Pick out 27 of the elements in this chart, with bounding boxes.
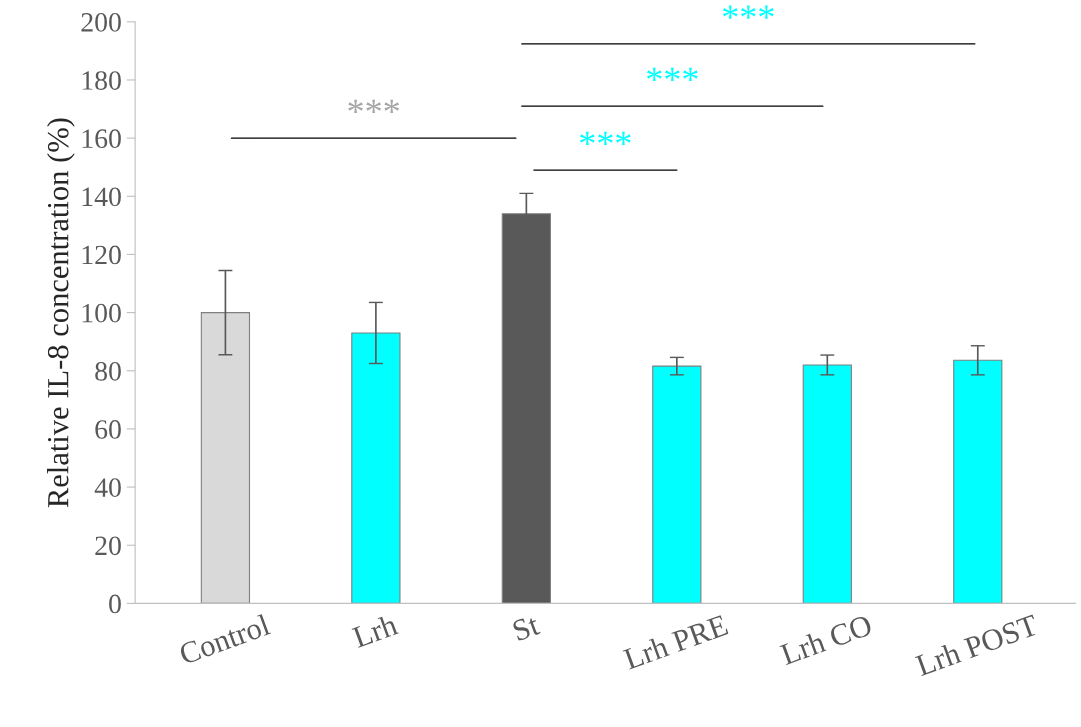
annotation: *** <box>647 67 698 82</box>
x-tick-label: Control <box>177 613 272 665</box>
bar <box>200 312 251 604</box>
y-tick-label: 160 <box>82 129 121 149</box>
x-tick-label: St <box>511 614 541 642</box>
bar <box>953 359 1003 604</box>
text: *** <box>722 5 774 19</box>
y-tick-label: 40 <box>94 478 121 497</box>
bar <box>802 364 852 604</box>
bar <box>652 365 702 604</box>
y-tick-label: 180 <box>82 71 121 90</box>
y-tick-label: 200 <box>81 12 121 32</box>
annotation: *** <box>580 131 631 146</box>
x-tick-label: Lrh POST <box>914 613 1040 677</box>
y-tick-label: 60 <box>95 420 121 439</box>
y-tick-label: 100 <box>82 303 121 323</box>
y-tick-label: 120 <box>82 245 121 265</box>
bar <box>351 332 401 604</box>
x-tick-label: Lrh <box>351 613 399 648</box>
y-tick-label: 0 <box>109 594 121 614</box>
y-axis-title: Relative IL-8 concentration (%) <box>47 118 75 508</box>
x-tick-label: Lrh CO <box>779 613 874 666</box>
y-tick-label: 20 <box>95 536 121 556</box>
x-tick-label: Lrh PRE <box>622 613 729 670</box>
y-tick-label: 80 <box>95 361 121 381</box>
y-tick-label: 140 <box>82 187 121 207</box>
annotation: *** <box>348 99 399 114</box>
